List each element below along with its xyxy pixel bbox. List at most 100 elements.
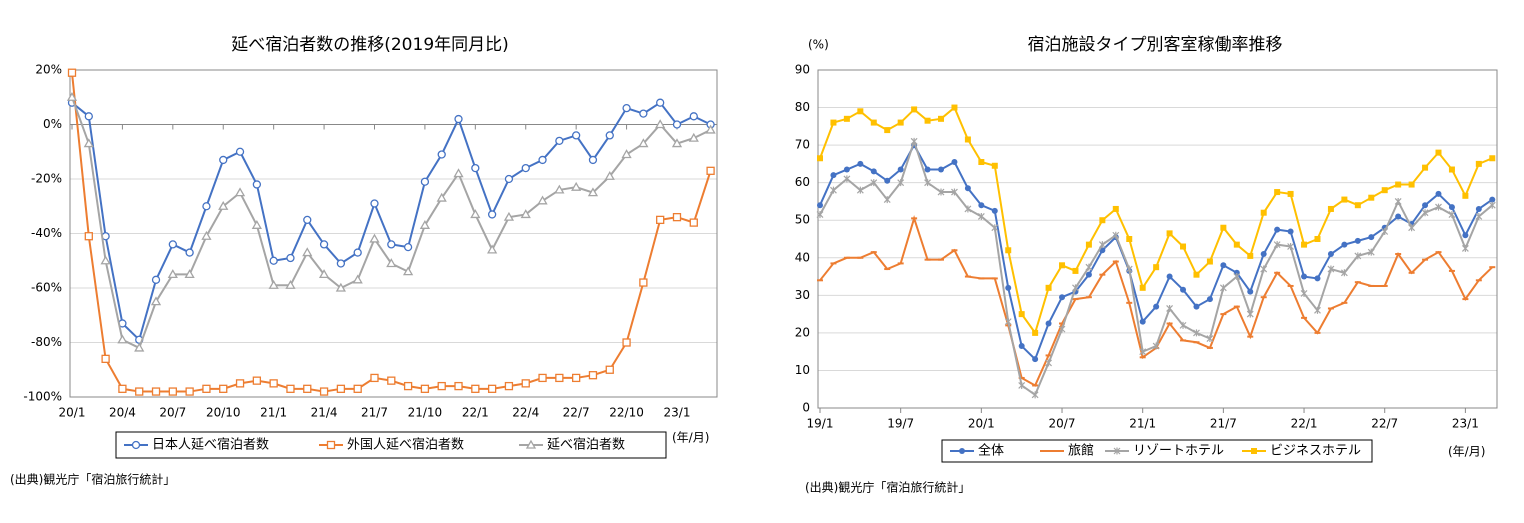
marker (525, 439, 537, 449)
marker (487, 244, 498, 254)
marker (67, 68, 77, 77)
marker (1166, 230, 1173, 237)
y-tick-label: 20% (35, 63, 62, 77)
legend-label: ビジネスホテル (1270, 444, 1361, 459)
marker (436, 192, 447, 202)
marker (1368, 234, 1375, 241)
marker (1045, 284, 1052, 291)
marker (1247, 252, 1254, 259)
y-tick-label: 40 (795, 250, 810, 264)
marker (884, 177, 891, 184)
marker (1408, 181, 1415, 188)
marker (1435, 190, 1442, 197)
marker (1152, 342, 1160, 350)
y-tick-label: 50 (795, 213, 810, 227)
marker (978, 159, 985, 166)
marker (218, 200, 229, 210)
marker (219, 155, 228, 165)
x-tick-label: 20/1 (968, 417, 995, 431)
marker (1421, 209, 1429, 217)
marker (386, 258, 397, 268)
plot-frame (69, 69, 718, 398)
marker (252, 376, 262, 385)
marker (319, 387, 329, 396)
marker (1340, 269, 1348, 277)
chart-title: 宿泊施設タイプ別客室稼働率推移 (1028, 35, 1283, 55)
marker (1394, 197, 1402, 205)
marker (1018, 381, 1026, 389)
series (817, 142, 1496, 363)
series (67, 98, 715, 344)
marker (1448, 211, 1456, 219)
marker (816, 211, 824, 219)
x-tick-label: 21/7 (361, 406, 388, 420)
series (817, 214, 1496, 387)
marker (1112, 231, 1120, 239)
marker (100, 255, 111, 265)
marker (1246, 310, 1254, 318)
marker (1045, 320, 1052, 327)
marker (1327, 265, 1335, 273)
marker (1274, 226, 1281, 233)
marker (964, 136, 971, 143)
y-tick-label: 20 (795, 325, 810, 339)
marker (964, 205, 972, 213)
marker (83, 138, 94, 148)
marker (817, 202, 823, 209)
marker (285, 279, 296, 289)
marker (503, 211, 515, 221)
marker (1287, 243, 1295, 251)
marker (1247, 288, 1254, 295)
y-tick-label: -60% (31, 281, 62, 295)
marker (638, 138, 649, 148)
x-axis-unit: (年/月) (1448, 445, 1485, 459)
marker (705, 124, 716, 134)
legend-label: リゾートホテル (1133, 444, 1224, 459)
marker (538, 155, 547, 165)
x-tick-label: 21/4 (311, 406, 338, 420)
marker (1462, 192, 1469, 199)
marker (1448, 204, 1455, 211)
marker (1395, 213, 1402, 220)
marker (959, 448, 965, 454)
marker (234, 187, 246, 197)
marker (353, 248, 362, 257)
series-line (71, 72, 712, 393)
legend-label: 全体 (978, 443, 1004, 459)
marker (1435, 203, 1442, 211)
marker (621, 149, 632, 159)
marker (1180, 243, 1187, 250)
marker (1166, 273, 1173, 280)
marker (1059, 294, 1066, 301)
x-tick-label: 20/4 (109, 406, 136, 420)
marker (286, 253, 295, 263)
y-tick-label: -40% (31, 226, 62, 240)
marker (555, 136, 564, 146)
marker (951, 188, 958, 196)
marker (538, 373, 547, 383)
marker (1301, 241, 1308, 248)
marker (977, 212, 985, 220)
marker (605, 365, 614, 374)
marker (219, 384, 228, 393)
marker (1180, 286, 1187, 293)
marker (1206, 296, 1213, 303)
marker (235, 379, 245, 388)
marker (1273, 241, 1281, 249)
marker (1475, 160, 1482, 167)
x-tick-label: 21/10 (408, 406, 443, 420)
marker (1395, 181, 1402, 188)
marker (1462, 232, 1469, 239)
marker (897, 119, 904, 126)
marker (184, 269, 195, 279)
marker (1072, 267, 1079, 274)
marker (302, 247, 313, 257)
marker (924, 117, 931, 124)
y-tick-label: 0% (43, 117, 62, 131)
marker (1274, 189, 1281, 196)
marker (370, 373, 379, 383)
marker (202, 202, 211, 211)
marker (1085, 263, 1093, 271)
marker (420, 177, 430, 186)
marker (555, 373, 564, 383)
